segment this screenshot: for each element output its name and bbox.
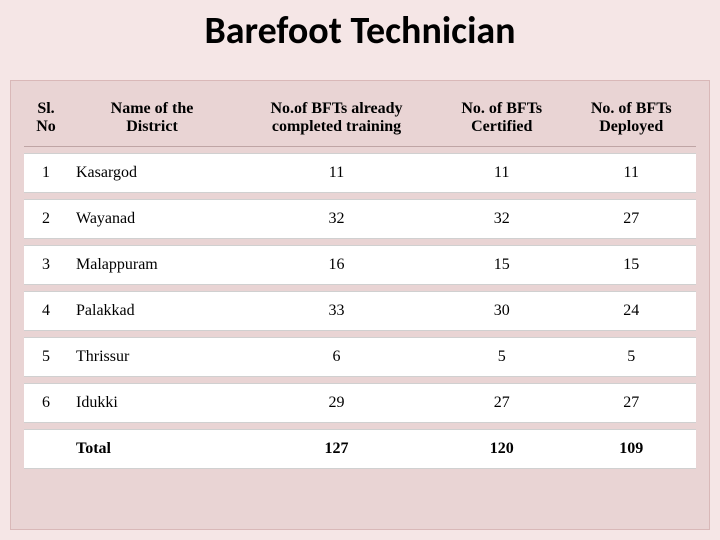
cell-deployed: 11: [567, 153, 697, 193]
cell-completed: 6: [236, 337, 437, 377]
cell-certified: 27: [437, 383, 566, 423]
cell-district: Malappuram: [68, 245, 236, 285]
cell-certified: 32: [437, 199, 566, 239]
cell-deployed: 27: [567, 383, 697, 423]
cell-sl: 1: [24, 153, 68, 193]
table-header-row: Sl. No Name of the District No.of BFTs a…: [24, 96, 696, 147]
cell-district: Wayanad: [68, 199, 236, 239]
col-header-certified: No. of BFTs Certified: [437, 96, 566, 147]
cell-sl: 6: [24, 383, 68, 423]
cell-sl: 5: [24, 337, 68, 377]
cell-total-completed: 127: [236, 429, 437, 469]
cell-district: Thrissur: [68, 337, 236, 377]
cell-district: Idukki: [68, 383, 236, 423]
cell-certified: 15: [437, 245, 566, 285]
col-header-district: Name of the District: [68, 96, 236, 147]
cell-sl: 4: [24, 291, 68, 331]
col-header-completed: No.of BFTs already completed training: [236, 96, 437, 147]
cell-district: Palakkad: [68, 291, 236, 331]
cell-certified: 30: [437, 291, 566, 331]
table-total-row: Total 127 120 109: [24, 429, 696, 469]
cell-deployed: 24: [567, 291, 697, 331]
cell-certified: 11: [437, 153, 566, 193]
cell-completed: 32: [236, 199, 437, 239]
cell-deployed: 15: [567, 245, 697, 285]
cell-total-deployed: 109: [567, 429, 697, 469]
table-row: 6 Idukki 29 27 27: [24, 383, 696, 423]
cell-completed: 33: [236, 291, 437, 331]
table-row: 3 Malappuram 16 15 15: [24, 245, 696, 285]
cell-sl: 2: [24, 199, 68, 239]
cell-deployed: 27: [567, 199, 697, 239]
table-row: 4 Palakkad 33 30 24: [24, 291, 696, 331]
table-row: 2 Wayanad 32 32 27: [24, 199, 696, 239]
cell-completed: 11: [236, 153, 437, 193]
cell-sl: 3: [24, 245, 68, 285]
cell-completed: 16: [236, 245, 437, 285]
data-table-wrap: Sl. No Name of the District No.of BFTs a…: [24, 90, 696, 475]
table-body: 1 Kasargod 11 11 11 2 Wayanad 32 32 27 3…: [24, 153, 696, 469]
col-header-sl: Sl. No: [24, 96, 68, 147]
cell-deployed: 5: [567, 337, 697, 377]
cell-district: Kasargod: [68, 153, 236, 193]
cell-total-label: Total: [68, 429, 236, 469]
col-header-deployed: No. of BFTs Deployed: [567, 96, 697, 147]
table-row: 1 Kasargod 11 11 11: [24, 153, 696, 193]
data-table: Sl. No Name of the District No.of BFTs a…: [24, 90, 696, 475]
page-title: Barefoot Technician: [0, 0, 720, 58]
table-row: 5 Thrissur 6 5 5: [24, 337, 696, 377]
cell-completed: 29: [236, 383, 437, 423]
cell-certified: 5: [437, 337, 566, 377]
cell-total-certified: 120: [437, 429, 566, 469]
cell-sl-blank: [24, 429, 68, 469]
